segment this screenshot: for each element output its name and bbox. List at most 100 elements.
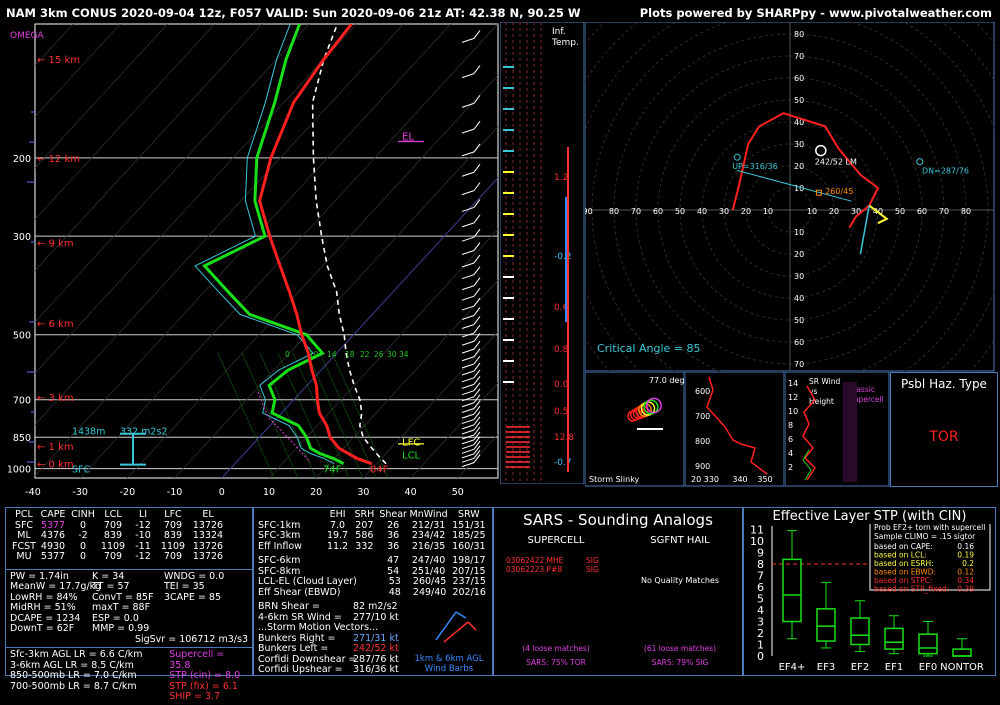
hodo-neg-label: 10	[763, 207, 773, 216]
wind-barb-flag	[473, 163, 481, 173]
thermo-col-header: CAPE	[40, 509, 66, 520]
mixing-ratio-label: 14	[327, 350, 337, 359]
wind-barb	[461, 396, 475, 402]
wind-barb	[461, 413, 475, 419]
thermo-cell: 5377	[40, 519, 66, 531]
wind-barbs-label-line: Wind Barbs	[424, 664, 474, 674]
height-label: ← 3 km	[37, 393, 74, 404]
isotherm-line	[0, 24, 26, 478]
kinematic-lower-left: BRN Shear = 82 m2/s2 4-6km SR Wind = 277/10…	[254, 600, 406, 678]
wind-barb-flag	[473, 421, 481, 431]
srwind-title-line: vs	[809, 387, 817, 396]
thermo-row: SFC 5377 0 709 -12 709 13726	[10, 519, 248, 532]
kinematic-cell: 247/40	[411, 555, 446, 566]
hodo-neg-label: 70	[631, 207, 641, 216]
sr-wind-46km: 4-6km SR Wind = 277/10 kt	[258, 612, 402, 624]
srwind-y-label: 12	[788, 393, 798, 402]
srwind-classic-line: Supercell	[849, 395, 884, 404]
kinematic-bottom: BRN Shear = 82 m2/s2 4-6km SR Wind = 277/10…	[254, 600, 492, 678]
mixing-ratio-label: 0	[285, 350, 290, 359]
wind-barb-flag	[473, 416, 481, 426]
wind-barb-flag	[473, 30, 481, 39]
wind-barb-flag	[473, 436, 481, 445]
kinematic-cell: 151/31	[452, 519, 486, 531]
stp-x-label: EF3	[817, 662, 835, 673]
wind-barb	[461, 402, 475, 408]
kinematic-row-label: SFC-3km	[258, 530, 301, 541]
sars-match-date: 03062223.P#8	[506, 565, 563, 574]
pressure-label: 300	[13, 232, 31, 243]
hodo-up-marker	[733, 153, 741, 161]
stp-x-label: EF4+	[779, 662, 806, 673]
wind-barb-flag	[473, 182, 481, 191]
hodo-neg-label: 40	[697, 207, 707, 216]
freezing-isotherm	[221, 177, 498, 478]
kinematic-cell: 216/35	[411, 540, 446, 552]
wind-barb-flag	[473, 340, 481, 350]
sigsvr-value: SigSvr = 106712 m3/s3	[134, 633, 248, 645]
stp-y-label: 5	[757, 592, 764, 605]
thermo-cell: MU	[16, 551, 32, 562]
wind-barb-flag	[473, 382, 481, 391]
kinematic-cell	[352, 577, 380, 588]
wind-barb-flag	[473, 266, 481, 275]
stp-prob-label: based on ESRH:	[874, 559, 934, 568]
stp-box	[782, 558, 802, 623]
hodo-ring-label-up: 60	[794, 74, 804, 83]
wind-barb-flag	[473, 287, 481, 297]
temp-tick-label: -30	[72, 487, 88, 498]
inf-value: 1.2	[554, 173, 568, 183]
thermo-cell: 1109	[160, 540, 186, 552]
wind-barb	[461, 408, 475, 413]
wind-barb-flag	[473, 214, 481, 224]
thermo-cell: 1109	[100, 540, 126, 552]
srwind-band	[843, 382, 857, 482]
hodo-ring-label-down: 20	[794, 250, 804, 259]
hodo-ring-label-up: 40	[794, 118, 804, 127]
isotherm-line	[457, 433, 498, 478]
brn-shear: BRN Shear = 82 m2/s2	[258, 601, 402, 613]
hodo-ring-label-up: 30	[794, 140, 804, 149]
theta-p-label: 800	[695, 437, 710, 446]
thermo-cell: 709	[103, 551, 123, 562]
hodo-ring-label-up: 20	[794, 162, 804, 171]
isotherm-line	[35, 24, 121, 118]
isotherm-line	[268, 228, 498, 478]
stp-x-label: NONTOR	[940, 662, 984, 673]
hazard-panel: Psbl Haz. Type TOR	[890, 372, 998, 487]
kinematic-cell: 185/25	[452, 530, 486, 541]
lapse-rate: 3-6km AGL LR = 8.5 C/km	[10, 659, 134, 671]
sars-match: 03062422.MHE SIG	[506, 556, 618, 565]
thermo-row: MU 5377 0 709 -12 709 13726	[10, 551, 248, 563]
sars-match-date: 03062422.MHE	[506, 556, 564, 565]
hodo-pos-label: 30	[851, 207, 861, 216]
wind-barb-flag	[473, 431, 481, 441]
wind-barb	[461, 383, 475, 389]
barb-6km-flag	[467, 621, 477, 631]
wind-barb-flag	[473, 362, 481, 372]
theta-p-label: 700	[695, 412, 710, 421]
kinematic-row: Eff Inflow 11.2 332 36 216/35 160/31	[258, 540, 488, 553]
temp-tick-label: 40	[405, 487, 417, 498]
hodo-neg-label: 50	[675, 207, 685, 216]
hodo-ring-label-up: 70	[794, 52, 804, 61]
wind-barb	[461, 37, 475, 43]
wind-barb	[461, 151, 475, 157]
isotherm-line	[35, 24, 404, 426]
hazard-title: Psbl Haz. Type	[901, 377, 987, 391]
sars-supercell-header: SUPERCELL	[527, 535, 585, 546]
kinematic-row-label: SFC-8km	[258, 565, 301, 577]
composite-index: STP (fix) = 6.1	[169, 680, 238, 692]
kinematic-cell: 7.0	[329, 519, 346, 531]
thermo-misc-cell	[164, 603, 244, 614]
kinematic-row: LCL-EL (Cloud Layer) 53 260/45 237/15	[258, 576, 488, 588]
stp-prob-value: 0.39	[957, 585, 974, 594]
temp-tick-label: 10	[263, 487, 275, 498]
thermo-misc-cell: MeanW = 17.7g/kg	[10, 581, 102, 592]
inf-value: 0.8	[554, 345, 569, 355]
thermo-cell: 13726	[192, 540, 224, 552]
stp-prob-value: 0.2	[962, 559, 974, 568]
height-label: ← 12 km	[37, 154, 80, 165]
wind-barb-flag	[473, 400, 481, 409]
stp-box	[918, 633, 938, 655]
